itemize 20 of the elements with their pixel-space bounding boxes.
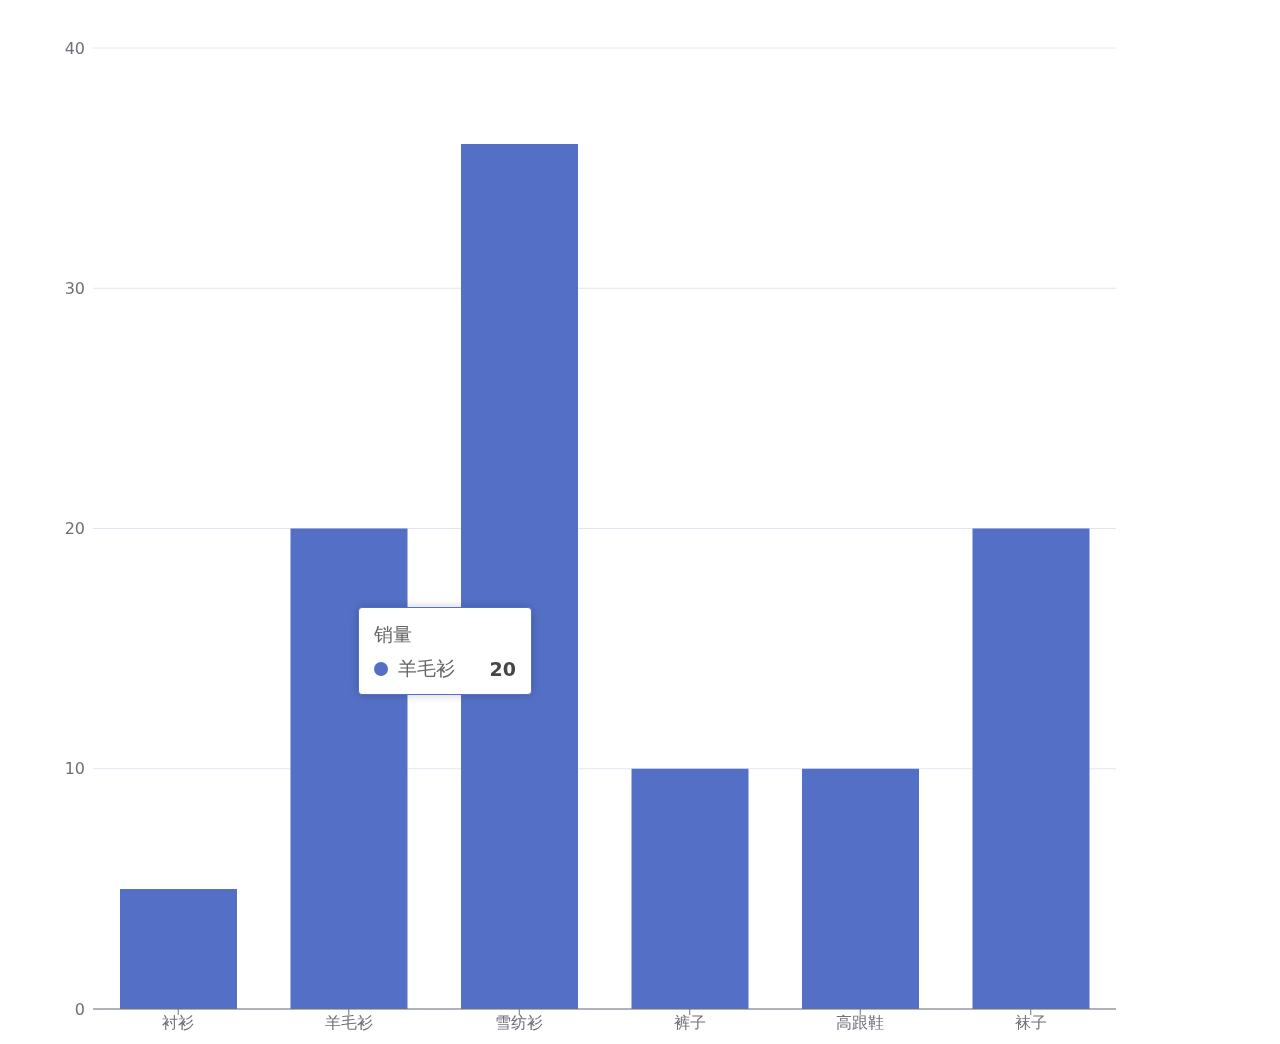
bar (120, 888, 237, 1009)
x-tick-label: 羊毛衫 (324, 1013, 373, 1033)
y-tick-label: 10 (64, 759, 85, 779)
x-tick-label: 衬衫 (162, 1013, 195, 1033)
bar (631, 768, 749, 1009)
y-tick-label: 0 (74, 999, 85, 1019)
x-tick-label: 裤子 (673, 1013, 706, 1033)
x-tick-label: 袜子 (1014, 1013, 1047, 1033)
bar (461, 144, 578, 1009)
y-tick-label: 40 (64, 38, 85, 58)
bar (972, 528, 1090, 1009)
bar (802, 768, 919, 1009)
annotation: 20 (489, 658, 516, 680)
tooltip-box: 销量 羊毛衫 20 (358, 607, 532, 695)
y-tick-label: 30 (64, 278, 85, 298)
x-tick-label: 高跟鞋 (836, 1013, 885, 1033)
series-label: 销量 (374, 622, 413, 647)
annotation: 羊毛衫 (398, 656, 456, 681)
x-tick-label: 雪纺衫 (495, 1013, 544, 1033)
y-tick-label: 20 (64, 519, 85, 539)
